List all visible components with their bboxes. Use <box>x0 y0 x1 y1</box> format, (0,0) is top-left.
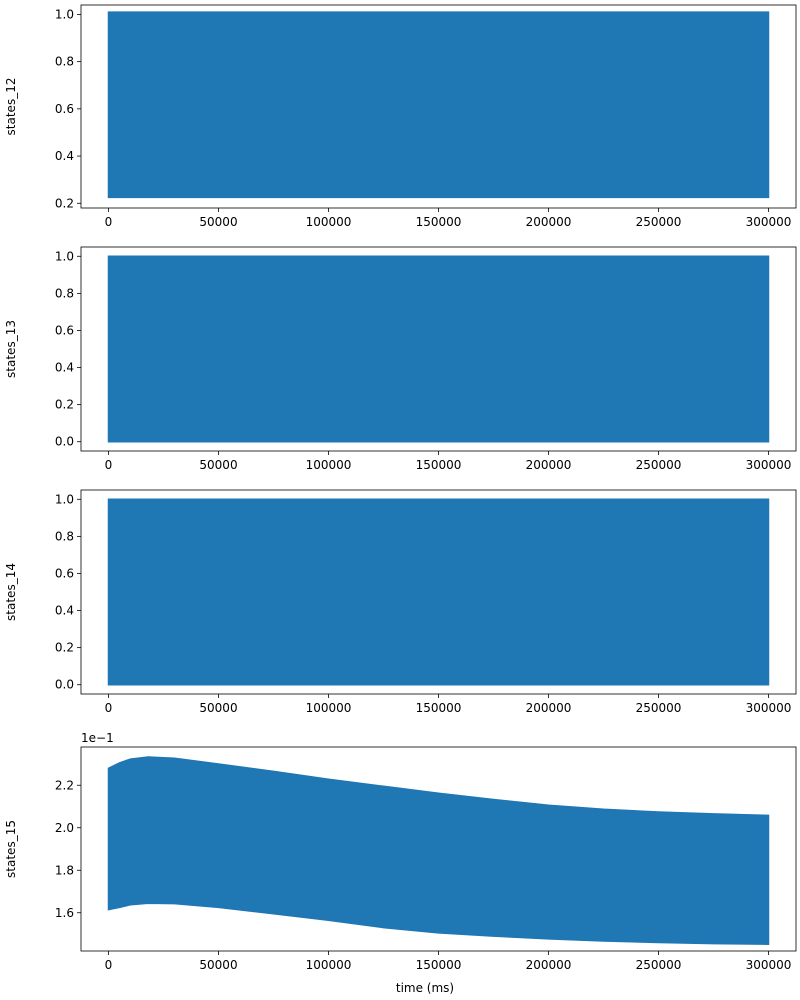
y-offset-label: 1e−1 <box>81 731 114 745</box>
x-tick-label: 0 <box>105 458 113 472</box>
x-tick-label: 150000 <box>416 215 462 229</box>
x-tick-label: 150000 <box>416 458 462 472</box>
x-tick-label: 250000 <box>636 215 682 229</box>
y-tick-label: 0.4 <box>55 604 74 618</box>
x-tick-label: 300000 <box>746 958 792 972</box>
x-tick-label: 250000 <box>636 701 682 715</box>
y-tick-label: 1.6 <box>55 906 74 920</box>
x-tick-label: 200000 <box>526 215 572 229</box>
y-tick-label: 0.6 <box>55 323 74 337</box>
y-tick-label: 0.8 <box>55 529 74 543</box>
y-tick-label: 0.0 <box>55 678 74 692</box>
x-tick-label: 50000 <box>199 701 237 715</box>
y-tick-label: 2.0 <box>55 821 74 835</box>
y-tick-label: 0.6 <box>55 102 74 116</box>
x-tick-label: 0 <box>105 701 113 715</box>
x-tick-label: 300000 <box>746 215 792 229</box>
y-tick-label: 1.0 <box>55 7 74 21</box>
y-axis-label: states_13 <box>4 320 18 378</box>
x-tick-label: 100000 <box>306 701 352 715</box>
y-axis-label: states_15 <box>4 820 18 878</box>
x-tick-label: 100000 <box>306 215 352 229</box>
subplot-1: 0 50000 100000 150000 200000 250000 300000 0.2 0… <box>4 4 797 229</box>
series-band-4 <box>107 756 770 945</box>
x-tick-label: 300000 <box>746 701 792 715</box>
x-tick-label: 50000 <box>199 958 237 972</box>
x-tick-label: 300000 <box>746 458 792 472</box>
subplots: 0 50000 100000 150000 200000 250000 3000000.20… <box>4 4 797 972</box>
subplot-3: 0 50000 100000 150000 200000 250000 300000 0.0 0… <box>4 489 797 715</box>
y-axis-label: states_14 <box>4 563 18 621</box>
y-tick-label: 0.2 <box>55 196 74 210</box>
x-tick-label: 50000 <box>199 215 237 229</box>
x-tick-label: 100000 <box>306 958 352 972</box>
y-tick-label: 1.0 <box>55 492 74 506</box>
y-tick-label: 1.8 <box>55 863 74 877</box>
y-tick-label: 0.6 <box>55 566 74 580</box>
y-tick-label: 0.0 <box>55 435 74 449</box>
subplot-4: 0 50000 100000 150000 200000 250000 300000 1.6 1… <box>4 731 797 972</box>
y-tick-label: 1.0 <box>55 249 74 263</box>
x-tick-label: 50000 <box>199 458 237 472</box>
series-band-3 <box>107 498 770 686</box>
y-tick-label: 0.8 <box>55 55 74 69</box>
x-tick-label: 0 <box>105 215 113 229</box>
y-tick-label: 2.2 <box>55 778 74 792</box>
y-tick-label: 0.4 <box>55 361 74 375</box>
y-tick-label: 0.2 <box>55 641 74 655</box>
x-tick-label: 150000 <box>416 958 462 972</box>
series-band-1 <box>107 11 770 199</box>
x-tick-label: 150000 <box>416 701 462 715</box>
y-tick-label: 0.4 <box>55 149 74 163</box>
x-tick-label: 100000 <box>306 458 352 472</box>
x-axis-label: time (ms) <box>396 981 454 995</box>
series-band-2 <box>107 255 770 443</box>
x-tick-label: 200000 <box>526 958 572 972</box>
x-tick-label: 0 <box>105 958 113 972</box>
y-axis-label: states_12 <box>4 78 18 136</box>
y-tick-label: 0.8 <box>55 286 74 300</box>
subplot-2: 0 50000 100000 150000 200000 250000 300000 0.0 0… <box>4 246 797 472</box>
x-tick-label: 200000 <box>526 701 572 715</box>
x-tick-label: 200000 <box>526 458 572 472</box>
x-tick-label: 250000 <box>636 958 682 972</box>
x-tick-label: 250000 <box>636 458 682 472</box>
y-tick-label: 0.2 <box>55 398 74 412</box>
